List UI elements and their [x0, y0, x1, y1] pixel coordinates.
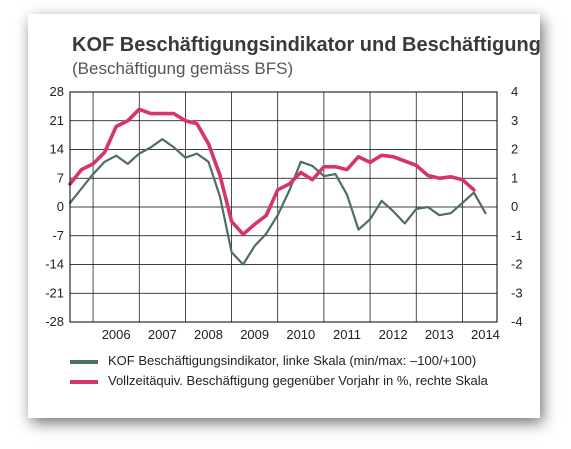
x-tick-label: 2012: [379, 327, 408, 342]
x-tick-label: 2010: [286, 327, 315, 342]
right-tick-label: 1: [511, 170, 518, 185]
chart-title: KOF Beschäftigungsindikator und Beschäft…: [72, 34, 541, 56]
legend-swatch-indicator: [70, 360, 98, 364]
left-tick-label: -7: [52, 228, 64, 243]
right-tick-label: 0: [511, 199, 518, 214]
legend-item-employment: Vollzeitäquiv. Beschäftigung gegenüber V…: [70, 373, 528, 389]
plot-frame: [69, 91, 498, 323]
x-tick-label: 2006: [102, 327, 131, 342]
x-tick-label: 2007: [148, 327, 177, 342]
legend-swatch-employment: [70, 380, 98, 384]
right-tick-label: -2: [511, 257, 523, 272]
left-tick-label: -14: [45, 257, 64, 272]
x-tick-label: 2008: [194, 327, 223, 342]
x-tick-label: 2013: [425, 327, 454, 342]
legend-item-indicator: KOF Beschäftigungsindikator, linke Skala…: [70, 353, 528, 369]
left-tick-label: -28: [45, 314, 64, 329]
left-tick-label: 14: [50, 142, 64, 157]
x-tick-label: 2009: [240, 327, 269, 342]
left-tick-label: -21: [45, 285, 64, 300]
legend-label-indicator: KOF Beschäftigungsindikator, linke Skala…: [108, 353, 477, 368]
chart-subtitle: (Beschäftigung gemäss BFS): [72, 59, 294, 78]
left-axis: 28 21 14 7 0 -7 -14 -21 -28: [45, 84, 64, 329]
series-line-indicator: [68, 138, 487, 266]
chart-card: [28, 14, 540, 418]
legend: KOF Beschäftigungsindikator, linke Skala…: [70, 353, 528, 393]
right-tick-label: 3: [511, 113, 518, 128]
chart-series: [68, 107, 487, 266]
x-tick-label: 2011: [333, 327, 361, 342]
x-tick-label: 2014: [471, 327, 500, 342]
right-tick-label: 4: [511, 84, 518, 99]
right-tick-label: -1: [511, 228, 523, 243]
chart-grid: [70, 91, 497, 323]
left-tick-label: 28: [50, 84, 64, 99]
left-tick-label: 21: [50, 113, 64, 128]
right-tick-label: -3: [511, 285, 523, 300]
right-tick-label: -4: [511, 314, 523, 329]
left-tick-label: 7: [57, 170, 64, 185]
right-axis: 4 3 2 1 0 -1 -2 -3 -4: [511, 84, 523, 329]
right-tick-label: 2: [511, 142, 518, 157]
left-tick-label: 0: [57, 199, 64, 214]
x-axis: 2006 2007 2008 2009 2010 2011 2012 2013 2014: [102, 327, 500, 342]
legend-label-employment: Vollzeitäquiv. Beschäftigung gegenüber V…: [108, 373, 488, 388]
series-line-employment: [68, 107, 476, 237]
